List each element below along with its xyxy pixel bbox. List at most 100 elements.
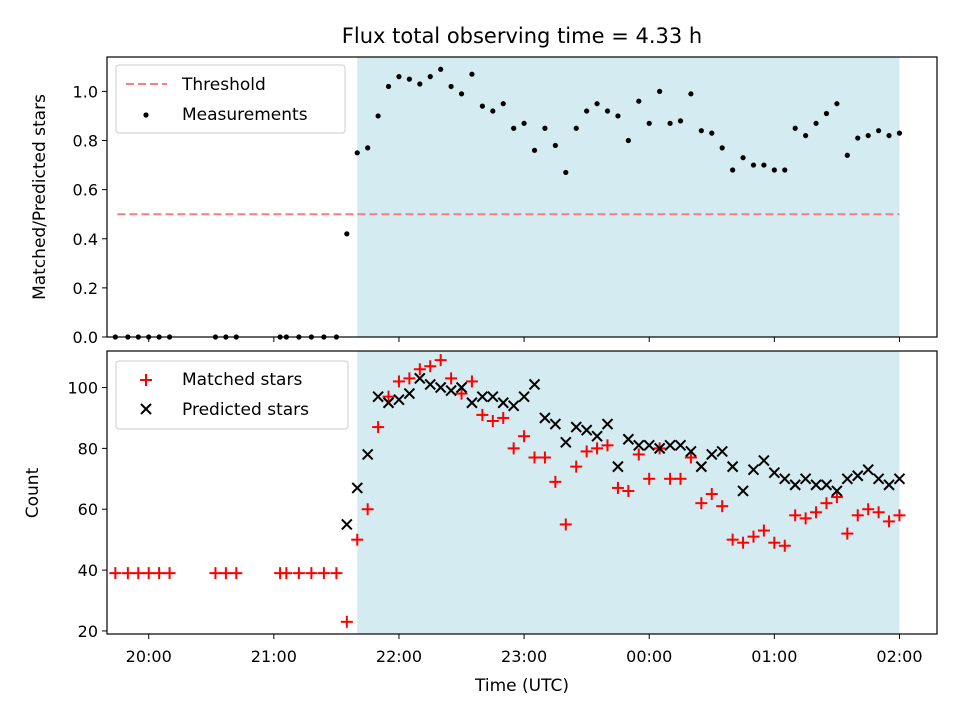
y-tick-label: 0.8 (73, 132, 98, 151)
matched-star-point (830, 491, 843, 504)
measurement-point (615, 113, 621, 119)
measurement-point (719, 145, 725, 151)
matched-star-point (163, 567, 176, 580)
measurement-point (844, 152, 850, 158)
measurement-point (740, 155, 746, 161)
predicted-star-point (403, 387, 416, 400)
bottom-legend: Matched stars Predicted stars (115, 360, 349, 430)
matched-star-point (664, 472, 677, 485)
matched-star-point (705, 488, 718, 501)
matched-star-point (872, 506, 885, 519)
measurement-point (479, 103, 485, 109)
matched-star-point (351, 533, 364, 546)
measurement-point (438, 66, 444, 72)
measurement-point (427, 74, 433, 80)
bottom-axes-frame (106, 350, 938, 635)
matched-star-point (403, 372, 416, 385)
predicted-star-point (570, 421, 582, 433)
measurement-point (823, 110, 830, 117)
legend-predicted-label: Predicted stars (182, 400, 309, 420)
measurement-point (573, 125, 579, 131)
measurement-point (584, 108, 590, 114)
predicted-star-point (393, 393, 405, 406)
measurement-point (500, 101, 506, 107)
top-y-axis-label: Matched/Predicted stars (30, 94, 50, 300)
top-axes-frame (106, 56, 938, 338)
matched-star-point (611, 481, 624, 494)
predicted-star-point (361, 448, 374, 461)
y-tick-label: 0.0 (73, 328, 98, 347)
x-tick-label: 20:00 (126, 647, 172, 666)
bottom-x-ticks: 20:00 21:00 22:00 23:00 00:00 01:00 02:00 (126, 634, 923, 666)
legend-matched-swatch (140, 374, 152, 386)
predicted-star-point (434, 381, 447, 394)
x-tick-label: 00:00 (626, 647, 672, 666)
matched-star-point (757, 524, 770, 537)
matched-star-point (109, 567, 122, 580)
predicted-star-point (414, 372, 426, 385)
measurement-point (771, 167, 777, 173)
matched-star-point (317, 567, 330, 580)
measurement-point (354, 150, 360, 156)
matched-star-point (142, 567, 155, 580)
measurement-point (563, 169, 569, 176)
matched-star-point (486, 414, 499, 427)
matched-star-point (121, 567, 134, 580)
y-tick-label: 100 (67, 379, 98, 398)
predicted-star-point (622, 433, 635, 445)
top-x-ticks (148, 337, 900, 342)
matched-star-point (445, 372, 458, 385)
y-tick-label: 80 (78, 439, 98, 458)
measurement-point (865, 132, 871, 139)
predicted-star-point (382, 397, 395, 409)
predicted-star-point (872, 473, 885, 485)
measurement-point (531, 147, 538, 153)
matched-star-point (507, 442, 520, 455)
matched-star-point (862, 503, 875, 516)
matched-star-point (465, 375, 478, 388)
measurement-point (490, 108, 496, 114)
top-panel: 0.0 0.2 0.4 0.6 0.8 1.0 Matched/Predicted sta… (30, 56, 938, 347)
matched-star-point (219, 567, 232, 580)
top-legend-box (115, 64, 346, 134)
predicted-star-point (758, 454, 770, 467)
predicted-star-point (466, 397, 478, 409)
measurement-point (750, 162, 757, 168)
measurement-point (365, 145, 371, 151)
matched-star-point (893, 509, 906, 522)
matched-star-point (591, 442, 604, 455)
matched-star-point (570, 460, 583, 473)
predicted-star-point (560, 436, 572, 448)
matched-star-point (674, 472, 687, 485)
measurement-point (625, 137, 631, 144)
predicted-star-point (695, 460, 708, 473)
x-axis-label: Time (UTC) (474, 676, 569, 696)
bottom-legend-box (115, 360, 349, 430)
measurement-point (417, 81, 423, 87)
matched-star-point (643, 472, 656, 485)
matched-star-point (810, 506, 823, 519)
matched-star-point (372, 421, 385, 434)
measurement-point (709, 130, 715, 136)
y-tick-label: 0.2 (73, 279, 98, 298)
matched-star-point (153, 567, 166, 580)
matched-star-point (841, 527, 854, 540)
measurement-point (677, 118, 684, 124)
predicted-star-point (372, 390, 384, 403)
predicted-star-point (883, 479, 895, 491)
matched-star-point (330, 567, 343, 580)
matched-star-point (518, 430, 531, 443)
predicted-star-point (549, 418, 562, 430)
legend-measurements-swatch (143, 112, 149, 118)
predicted-star-point (789, 479, 801, 491)
measurement-point (406, 76, 412, 82)
count-points (109, 354, 906, 628)
y-tick-label: 60 (78, 500, 98, 519)
predicted-star-point (653, 442, 666, 455)
predicted-star-point (841, 473, 854, 485)
matched-star-point (883, 515, 896, 528)
measurement-point (688, 91, 694, 97)
measurement-point (594, 101, 600, 107)
matched-star-point (601, 439, 614, 452)
x-tick-label: 22:00 (376, 647, 422, 666)
